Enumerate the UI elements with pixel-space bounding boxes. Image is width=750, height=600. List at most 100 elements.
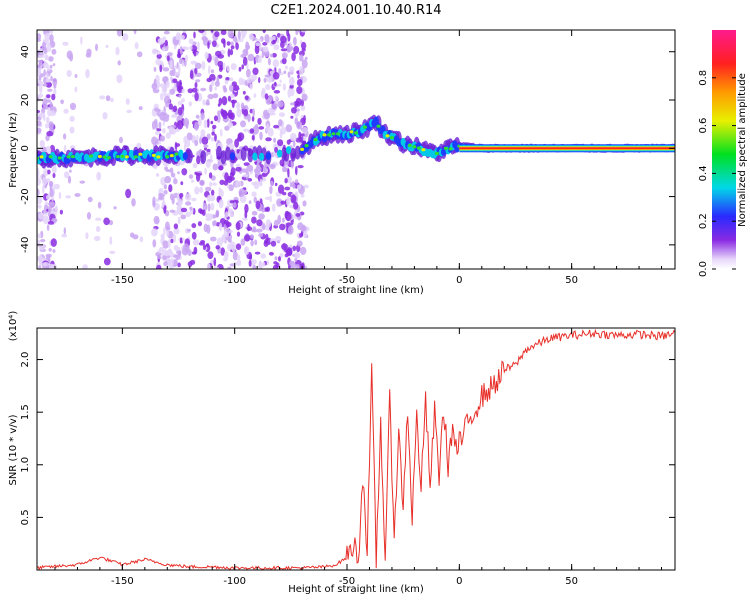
noise-speckle	[46, 72, 49, 79]
noise-speckle	[286, 196, 291, 207]
noise-speckle	[229, 48, 234, 56]
noise-speckle	[207, 203, 211, 212]
noise-speckle	[62, 41, 69, 46]
noise-speckle	[45, 253, 52, 258]
noise-speckle	[241, 168, 248, 173]
noise-speckle	[210, 120, 214, 125]
noise-speckle	[204, 167, 207, 175]
noise-speckle	[280, 200, 286, 205]
noise-speckle	[282, 166, 287, 173]
ridge-highlight	[106, 156, 111, 160]
noise-speckle	[69, 126, 75, 134]
noise-speckle	[247, 113, 251, 123]
noise-speckle	[37, 109, 41, 114]
noise-speckle	[270, 53, 274, 58]
noise-speckle	[49, 201, 55, 208]
snr-ticks: -150 -100 -50 0 50 0.5 1.0 1.5 2.0	[20, 328, 675, 587]
noise-speckle	[188, 174, 194, 180]
noise-speckle	[240, 102, 245, 110]
noise-speckle	[218, 199, 224, 209]
noise-speckle	[273, 261, 278, 265]
noise-speckle	[189, 69, 194, 79]
noise-speckle	[297, 165, 304, 169]
noise-speckle	[189, 45, 193, 51]
x-tick-label: -100	[223, 275, 246, 286]
noise-speckle	[265, 84, 271, 91]
noise-speckle	[192, 239, 200, 246]
noise-speckle	[203, 119, 208, 129]
noise-speckle	[226, 112, 233, 116]
noise-speckle	[228, 208, 233, 214]
noise-speckle	[163, 227, 166, 236]
noise-speckle	[259, 43, 262, 50]
noise-speckle	[301, 59, 308, 69]
noise-speckle	[205, 160, 211, 168]
noise-speckle	[45, 55, 49, 61]
noise-speckle	[176, 120, 184, 130]
noise-speckle	[179, 237, 183, 243]
noise-speckle	[211, 30, 214, 33]
noise-speckle	[105, 95, 111, 102]
noise-speckle	[189, 206, 193, 211]
noise-speckle	[254, 239, 258, 246]
noise-speckle	[212, 214, 217, 219]
colorbar-tick-label: 0.4	[698, 165, 709, 181]
noise-speckle	[207, 194, 211, 202]
noise-speckle	[69, 102, 77, 111]
ridge-highlight	[327, 133, 331, 137]
noise-speckle	[181, 168, 188, 176]
noise-speckle	[79, 180, 86, 184]
noise-speckle	[175, 254, 180, 261]
noise-speckle	[210, 202, 215, 211]
noise-speckle	[37, 204, 42, 209]
noise-speckle	[216, 113, 221, 123]
noise-speckle	[274, 256, 278, 261]
noise-speckle	[136, 51, 143, 58]
noise-speckle	[42, 83, 48, 87]
ridge-highlight	[443, 146, 448, 150]
noise-speckle	[235, 180, 242, 188]
noise-speckle	[294, 103, 298, 109]
ridge-halo	[294, 145, 301, 160]
noise-speckle	[250, 239, 254, 247]
x-tick-label: -150	[111, 275, 134, 286]
noise-speckle	[246, 63, 249, 70]
noise-speckle	[251, 191, 257, 197]
noise-speckle	[199, 137, 202, 145]
noise-speckle	[172, 105, 178, 113]
noise-speckle	[240, 120, 246, 128]
noise-speckle	[258, 126, 265, 130]
noise-speckle	[42, 184, 45, 194]
y-tick-label: 1.0	[20, 457, 31, 473]
noise-speckle	[256, 228, 263, 233]
noise-speckle	[46, 194, 51, 200]
noise-speckle	[264, 34, 270, 43]
noise-speckle	[155, 251, 162, 257]
noise-speckle	[37, 59, 43, 63]
noise-speckle	[195, 114, 200, 119]
noise-speckle	[263, 112, 271, 120]
noise-speckle	[227, 266, 232, 269]
noise-speckle	[222, 110, 228, 120]
noise-speckle	[37, 120, 42, 126]
noise-speckle	[278, 68, 282, 74]
noise-speckle	[231, 246, 236, 253]
noise-speckle	[243, 162, 250, 167]
ridge-halo	[220, 150, 227, 165]
noise-speckle	[180, 214, 187, 220]
noise-speckle	[248, 33, 254, 41]
noise-speckle	[159, 135, 166, 142]
noise-speckle	[292, 245, 297, 252]
noise-speckle	[208, 172, 213, 179]
noise-speckle	[162, 128, 166, 134]
noise-speckle	[277, 184, 285, 194]
noise-speckle	[301, 47, 306, 52]
noise-speckle	[242, 174, 249, 178]
noise-speckle	[203, 223, 208, 233]
noise-speckle	[48, 247, 52, 252]
noise-speckle	[271, 53, 277, 58]
ridge-highlight	[354, 131, 358, 135]
noise-speckle	[177, 107, 183, 116]
noise-speckle	[219, 222, 223, 232]
spectrogram-frame	[36, 29, 676, 270]
